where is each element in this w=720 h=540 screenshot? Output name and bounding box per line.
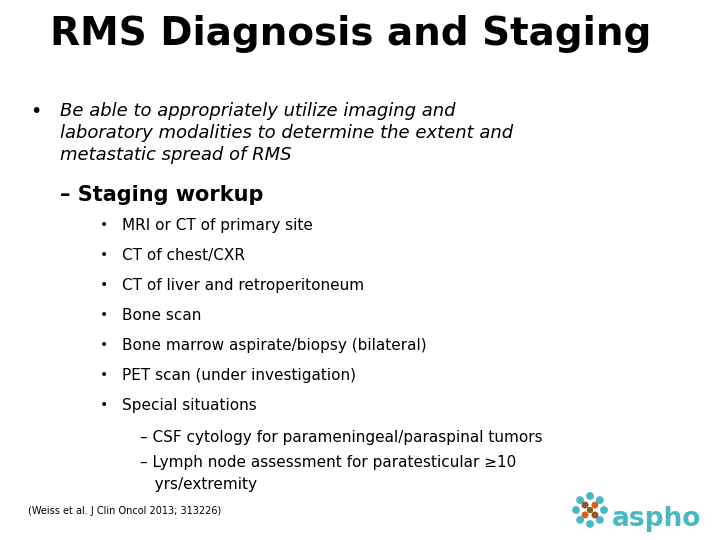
Text: •: • — [100, 308, 108, 322]
Text: RMS Diagnosis and Staging: RMS Diagnosis and Staging — [50, 15, 652, 53]
Circle shape — [587, 493, 593, 499]
Text: •: • — [100, 398, 108, 412]
Text: (Weiss et al. J Clin Oncol 2013; 313226): (Weiss et al. J Clin Oncol 2013; 313226) — [28, 506, 221, 516]
Text: – CSF cytology for parameningeal/paraspinal tumors: – CSF cytology for parameningeal/paraspi… — [140, 430, 543, 445]
Text: CT of liver and retroperitoneum: CT of liver and retroperitoneum — [122, 278, 364, 293]
Text: CT of chest/CXR: CT of chest/CXR — [122, 248, 245, 263]
Circle shape — [587, 521, 593, 527]
Circle shape — [592, 512, 598, 518]
Text: •: • — [100, 338, 108, 352]
Text: •: • — [100, 368, 108, 382]
Text: •: • — [100, 278, 108, 292]
Text: •: • — [100, 248, 108, 262]
Text: •: • — [100, 218, 108, 232]
Circle shape — [592, 502, 598, 508]
Circle shape — [600, 507, 607, 513]
Text: Bone scan: Bone scan — [122, 308, 202, 323]
Circle shape — [582, 512, 588, 518]
Text: Be able to appropriately utilize imaging and: Be able to appropriately utilize imaging… — [60, 102, 456, 120]
Text: – Staging workup: – Staging workup — [60, 185, 264, 205]
Text: – Lymph node assessment for paratesticular ≥10: – Lymph node assessment for paratesticul… — [140, 455, 516, 470]
Circle shape — [582, 502, 588, 508]
Text: Special situations: Special situations — [122, 398, 257, 413]
Text: Bone marrow aspirate/biopsy (bilateral): Bone marrow aspirate/biopsy (bilateral) — [122, 338, 427, 353]
Text: yrs/extremity: yrs/extremity — [140, 477, 257, 492]
Text: aspho: aspho — [612, 506, 701, 532]
Text: metastatic spread of RMS: metastatic spread of RMS — [60, 146, 292, 164]
Text: •: • — [30, 102, 41, 121]
Circle shape — [597, 497, 603, 503]
Text: MRI or CT of primary site: MRI or CT of primary site — [122, 218, 313, 233]
Circle shape — [597, 517, 603, 523]
Text: laboratory modalities to determine the extent and: laboratory modalities to determine the e… — [60, 124, 513, 142]
Circle shape — [577, 517, 583, 523]
Circle shape — [588, 508, 593, 512]
Text: PET scan (under investigation): PET scan (under investigation) — [122, 368, 356, 383]
Circle shape — [577, 497, 583, 503]
Circle shape — [573, 507, 579, 513]
